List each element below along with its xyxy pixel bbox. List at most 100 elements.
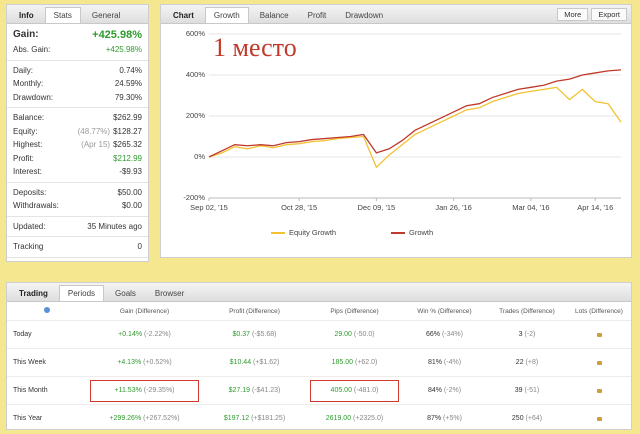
tab[interactable]: Browser: [154, 289, 185, 298]
button[interactable]: More: [557, 8, 589, 21]
x-tick-label: Jan 26, '16: [435, 203, 471, 212]
cell-value: +11.53%: [114, 387, 142, 394]
cell: $0.37 (-$5.68): [202, 320, 307, 349]
info-label: Deposits:: [13, 187, 47, 197]
info-row: Gain: +425.98%: [7, 27, 148, 43]
chart-tabs: Chart Growth Balance Profit Drawdown More Expo…: [161, 5, 631, 24]
cell-diff: (+62.0): [355, 359, 378, 366]
info-value-wrap: -$9.93: [119, 165, 142, 179]
cell-value: +0.14%: [118, 331, 143, 338]
cell: 3 (-2): [487, 320, 567, 349]
tab[interactable]: Stats: [44, 7, 81, 23]
info-label: Gain:: [13, 29, 39, 40]
table-row: Today +0.14% (-2.22%) $0.37 (-$5.68) 29.00 …: [7, 320, 631, 349]
trading-tabs: Trading Periods Goals Browser: [7, 283, 631, 302]
y-tick-label: 400%: [186, 70, 206, 79]
cell-value: 185.00: [331, 359, 354, 366]
lock-icon[interactable]: [596, 361, 602, 365]
cell-diff: (-50.0): [353, 331, 375, 338]
cell-value: 2619.00: [325, 415, 352, 422]
cell: 185.00 (+62.0): [307, 348, 402, 377]
cell-diff: (-51): [524, 387, 540, 394]
info-label: Tracking: [13, 242, 44, 251]
cell-value: $10.44: [229, 359, 252, 366]
info-group: Gain: +425.98% Abs. Gain: +425.98%: [7, 24, 148, 61]
cell-diff: (-481.0): [353, 387, 379, 394]
cell: +299.26% (+267.52%): [87, 404, 202, 429]
info-row: Drawdown: 79.30%: [7, 91, 148, 105]
info-row: Withdrawals: $0.00: [7, 199, 148, 213]
lock-icon[interactable]: [596, 417, 602, 421]
lock-icon[interactable]: [596, 389, 602, 393]
lock-icon[interactable]: [596, 333, 602, 337]
info-value-wrap: (48.77%) $128.27: [78, 125, 142, 139]
chart-buttons: More Export: [557, 8, 627, 21]
info-value-wrap: $0.00: [122, 199, 142, 213]
tab: Chart: [173, 11, 194, 20]
cell-diff: (+$1.62): [253, 359, 280, 366]
lots-cell: [567, 320, 631, 349]
table-row: This Month +11.53% (-29.35%) $27.19 (-$41.…: [7, 376, 631, 405]
tab: Trading: [19, 289, 48, 298]
cell-value: $197.12: [223, 415, 250, 422]
tab[interactable]: Periods: [58, 285, 105, 301]
info-value: $212.99: [113, 153, 142, 163]
lots-cell: [567, 404, 631, 429]
info-label: Monthly:: [13, 79, 44, 88]
cell: 405.00 (-481.0): [307, 376, 402, 405]
table-row: This Week +4.13% (+0.52%) $10.44 (+$1.62) 1…: [7, 348, 631, 377]
y-tick-label: 200%: [186, 111, 206, 120]
period: This Week: [7, 348, 87, 377]
info-label: Interest:: [13, 167, 42, 176]
tab[interactable]: Drawdown: [345, 11, 384, 20]
info-value: 24.59%: [114, 79, 142, 88]
tab[interactable]: Goals: [115, 289, 136, 298]
series-line: [208, 69, 622, 158]
info-group: Daily: 0.74% Monthly: 24.59% Drawdown: 79.30%: [7, 61, 148, 108]
info-value-wrap: (Apr 15) $265.32: [81, 138, 142, 152]
info-group: Updated: 35 Minutes ago: [7, 217, 148, 237]
tab[interactable]: Balance: [259, 11, 289, 20]
x-tick-label: Sep 02, '15: [190, 203, 228, 212]
lots-cell: [567, 348, 631, 377]
tab[interactable]: General: [91, 11, 121, 20]
info-label: Profit:: [13, 153, 34, 163]
info-value: 0.74%: [119, 65, 142, 75]
column-header: Profit (Difference): [202, 302, 307, 321]
series-line: [208, 86, 622, 169]
info-row: Abs. Gain: +425.98%: [7, 43, 148, 57]
x-tick-label: Apr 14, '16: [577, 203, 613, 212]
cell: +0.14% (-2.22%): [87, 320, 202, 349]
cell-value: 39: [514, 387, 523, 394]
cell-diff: (+2325.0): [353, 415, 384, 422]
info-tabs: Info Stats General: [7, 5, 148, 24]
tab[interactable]: Growth: [204, 7, 249, 23]
x-tick-label: Oct 28, '15: [281, 203, 317, 212]
button[interactable]: Export: [591, 8, 627, 21]
cell-value: 250: [511, 415, 524, 422]
period: This Month: [7, 376, 87, 405]
trading-panel: Trading Periods Goals Browser Gain (Differe…: [6, 282, 632, 430]
info-value: $262.99: [113, 113, 142, 122]
info-group: Balance: $262.99 Equity: (48.77%) $128.27 Hig…: [7, 108, 148, 183]
cell-value: $0.37: [232, 331, 251, 338]
table-row: This Year +299.26% (+267.52%) $197.12 (+$1…: [7, 404, 631, 429]
cell-diff: (-2): [524, 331, 536, 338]
info-note: (48.77%): [77, 126, 111, 136]
cell-value: 87%: [427, 415, 442, 422]
cell-value: 29.00: [334, 331, 352, 338]
cell: 87% (+5%): [402, 404, 487, 429]
info-row: Equity: (48.77%) $128.27: [7, 125, 148, 139]
info-row: Tracking 0: [7, 240, 148, 254]
info-label: Equity:: [13, 126, 38, 136]
cell-value: 84%: [427, 387, 442, 394]
cell-diff: (+64): [525, 415, 543, 422]
cell: 66% (-34%): [402, 320, 487, 349]
info-value: $265.32: [113, 140, 142, 149]
info-value: $128.27: [113, 126, 142, 136]
tab[interactable]: Profit: [307, 11, 327, 20]
y-tick-label: 600%: [186, 29, 206, 38]
cell-diff: (-2%): [443, 387, 462, 394]
info-row: Profit: $212.99: [7, 152, 148, 166]
info-note: (Apr 15): [81, 140, 111, 149]
